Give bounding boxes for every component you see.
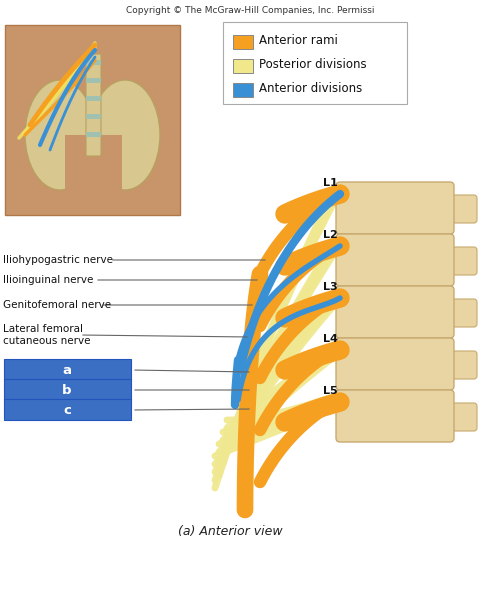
Text: Ilioinguinal nerve: Ilioinguinal nerve	[3, 275, 94, 285]
Text: L2: L2	[323, 230, 338, 240]
FancyBboxPatch shape	[336, 234, 454, 286]
FancyBboxPatch shape	[443, 299, 477, 327]
Text: L3: L3	[324, 282, 338, 292]
FancyBboxPatch shape	[341, 381, 449, 393]
Text: c: c	[63, 403, 71, 416]
FancyBboxPatch shape	[336, 390, 454, 442]
FancyBboxPatch shape	[443, 195, 477, 223]
Text: Genitofemoral nerve: Genitofemoral nerve	[3, 300, 111, 310]
FancyBboxPatch shape	[336, 286, 454, 338]
Bar	[86, 60, 101, 65]
Bar	[5, 25, 180, 215]
Bar	[86, 78, 101, 83]
FancyBboxPatch shape	[341, 277, 449, 289]
Ellipse shape	[90, 80, 160, 190]
Bar	[233, 35, 253, 49]
FancyBboxPatch shape	[443, 247, 477, 275]
FancyBboxPatch shape	[4, 359, 131, 380]
Bar	[86, 114, 101, 119]
Bar	[233, 83, 253, 97]
Bar	[86, 96, 101, 101]
Bar	[233, 59, 253, 73]
Text: Posterior divisions: Posterior divisions	[259, 58, 366, 71]
Text: b: b	[62, 383, 72, 397]
FancyBboxPatch shape	[336, 338, 454, 390]
Bar	[86, 132, 101, 137]
Text: Anterior divisions: Anterior divisions	[259, 82, 362, 95]
Text: L1: L1	[323, 178, 338, 188]
FancyBboxPatch shape	[223, 22, 407, 104]
FancyBboxPatch shape	[336, 182, 454, 234]
FancyBboxPatch shape	[4, 379, 131, 400]
Ellipse shape	[25, 80, 95, 190]
FancyBboxPatch shape	[443, 351, 477, 379]
FancyBboxPatch shape	[4, 399, 131, 420]
FancyBboxPatch shape	[341, 329, 449, 341]
Text: Lateral femoral
cutaneous nerve: Lateral femoral cutaneous nerve	[3, 324, 90, 346]
Text: L4: L4	[323, 334, 338, 344]
FancyBboxPatch shape	[86, 54, 101, 156]
Bar	[65, 135, 122, 195]
Text: (a) Anterior view: (a) Anterior view	[178, 525, 282, 538]
FancyBboxPatch shape	[341, 225, 449, 237]
Text: L5: L5	[324, 386, 338, 396]
Text: Anterior rami: Anterior rami	[259, 34, 338, 47]
FancyBboxPatch shape	[443, 403, 477, 431]
Text: Iliohypogastric nerve: Iliohypogastric nerve	[3, 255, 113, 265]
Text: a: a	[62, 364, 72, 377]
Text: Copyright © The McGraw-Hill Companies, Inc. Permissi: Copyright © The McGraw-Hill Companies, I…	[126, 6, 374, 15]
